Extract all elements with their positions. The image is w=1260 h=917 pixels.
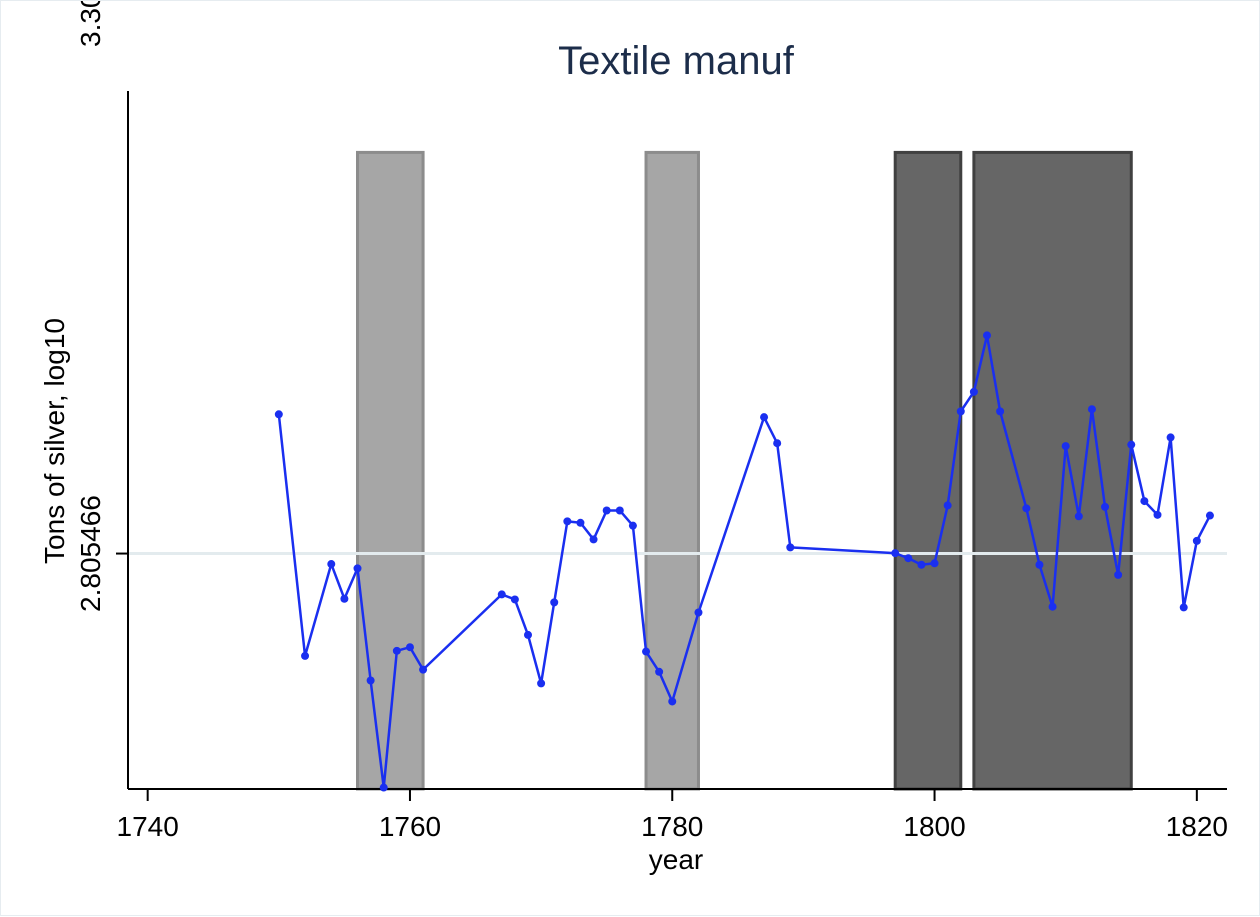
data-point — [891, 549, 900, 558]
data-point — [760, 413, 769, 422]
shaded-period-1 — [356, 150, 425, 791]
data-point — [274, 410, 283, 419]
data-point — [1101, 502, 1110, 511]
x-tick-label: 1780 — [641, 811, 703, 842]
data-point — [550, 598, 559, 607]
data-point — [1140, 497, 1149, 506]
data-point — [1179, 603, 1188, 612]
data-point — [1166, 433, 1175, 442]
x-tick-label: 1760 — [379, 811, 441, 842]
data-point — [786, 543, 795, 552]
data-point — [694, 608, 703, 617]
data-point — [969, 387, 978, 396]
x-tick-label: 1800 — [903, 811, 965, 842]
y-tick-label: 3.30 — [75, 1, 106, 47]
data-point — [904, 554, 913, 563]
shaded-period-2 — [644, 150, 700, 791]
data-point — [773, 439, 782, 448]
shaded-period-4 — [972, 150, 1133, 791]
shaded-periods — [356, 150, 1133, 791]
data-point — [1061, 442, 1070, 451]
data-point — [602, 506, 611, 515]
data-point — [983, 331, 992, 340]
data-point — [642, 647, 651, 656]
data-point — [510, 595, 519, 604]
data-point — [497, 590, 506, 599]
data-point — [576, 518, 585, 527]
series-group — [274, 331, 1214, 792]
x-tick-label: 1820 — [1166, 811, 1228, 842]
data-point — [366, 676, 375, 685]
data-point — [392, 646, 401, 655]
chart-title: Textile manuf — [558, 39, 795, 83]
data-point — [405, 643, 414, 652]
y-axis-label: Tons of silver, log10 — [39, 318, 70, 564]
data-point — [1114, 570, 1123, 579]
data-point — [917, 560, 926, 569]
data-point — [589, 535, 598, 544]
data-point — [1048, 602, 1057, 611]
data-point — [1153, 510, 1162, 519]
data-point — [340, 594, 349, 603]
y-ticks: 2.805466 3.30 — [75, 1, 128, 612]
data-point — [943, 501, 952, 510]
data-point — [419, 665, 428, 674]
data-point — [655, 667, 664, 676]
data-point — [1074, 512, 1083, 521]
x-ticks: 1740 1760 1780 1800 1820 — [117, 789, 1228, 842]
data-point — [996, 407, 1005, 416]
data-point — [1087, 405, 1096, 414]
x-tick-label: 1740 — [117, 811, 179, 842]
data-point — [353, 564, 362, 573]
data-point — [1127, 440, 1136, 449]
shaded-period-3 — [893, 150, 963, 791]
data-point — [523, 630, 532, 639]
data-point — [1205, 511, 1214, 520]
data-point — [1192, 536, 1201, 545]
data-point — [615, 506, 624, 515]
data-point — [537, 679, 546, 688]
data-point — [668, 697, 677, 706]
x-axis-label: year — [649, 844, 703, 875]
data-point — [628, 521, 637, 530]
series-line — [277, 334, 1212, 789]
data-point — [327, 560, 336, 569]
data-point — [563, 517, 572, 526]
data-point — [301, 651, 310, 660]
data-point — [1035, 560, 1044, 569]
y-tick-label: 2.805466 — [75, 495, 106, 612]
data-point — [930, 559, 939, 568]
data-point — [1022, 504, 1031, 513]
data-point — [379, 783, 388, 792]
data-point — [956, 407, 965, 416]
